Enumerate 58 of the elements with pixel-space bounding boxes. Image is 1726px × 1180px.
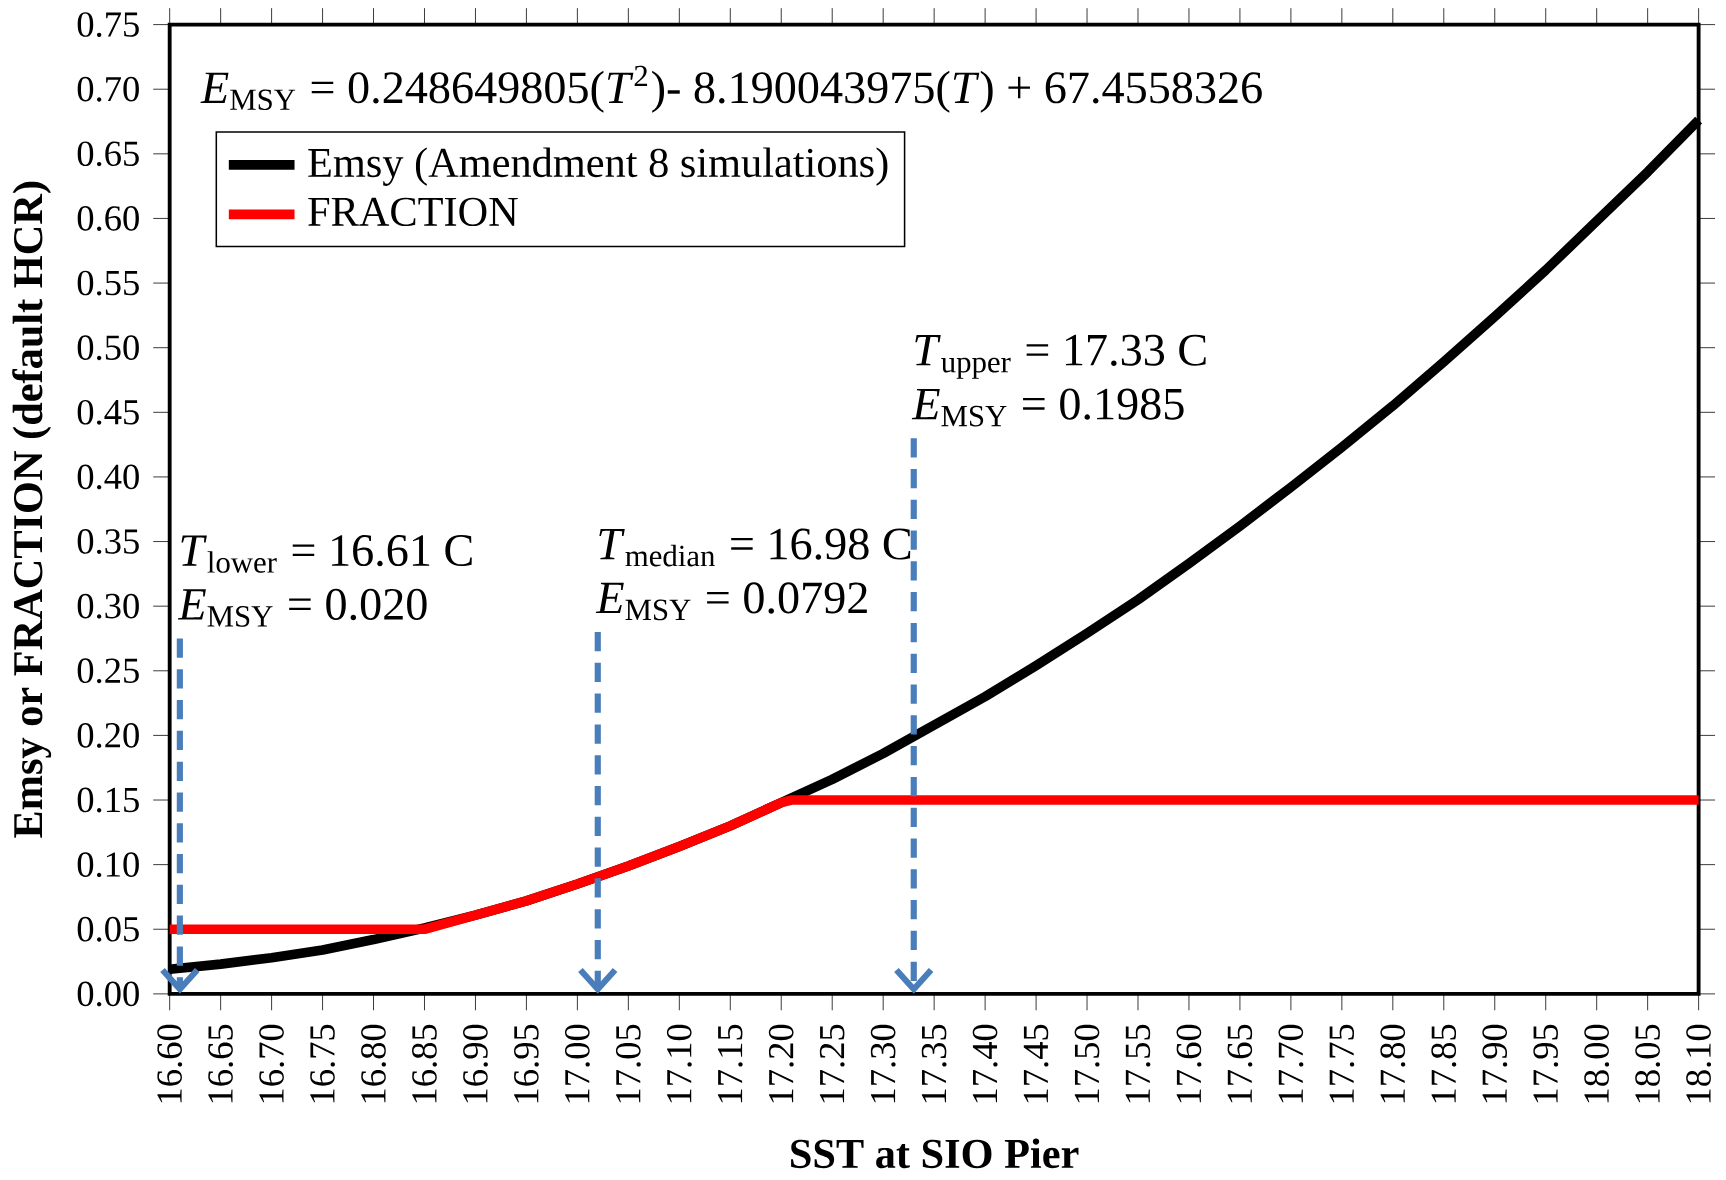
x-tick-label: 17.30 bbox=[870, 1024, 896, 1103]
y-tick-label: 0.65 bbox=[77, 141, 139, 167]
x-tick-label: 17.20 bbox=[768, 1024, 794, 1103]
x-tick-label: 17.50 bbox=[1074, 1024, 1100, 1103]
x-tick-label: 17.25 bbox=[819, 1024, 845, 1103]
annotation: T$_{upper}$ = 17.33 C bbox=[915, 334, 1206, 379]
x-tick-label: 17.10 bbox=[666, 1024, 692, 1103]
y-tick-label: 0.30 bbox=[77, 593, 139, 619]
x-tick-label: 18.10 bbox=[1686, 1024, 1712, 1103]
x-tick-label: 16.90 bbox=[463, 1024, 488, 1103]
x-tick-label: 16.80 bbox=[361, 1024, 386, 1103]
y-tick-label: 0.60 bbox=[77, 205, 139, 231]
x-tick-label: 17.40 bbox=[972, 1024, 998, 1103]
x-tick-label: 16.75 bbox=[310, 1024, 335, 1103]
annotation: T$_{lower}$ = 16.61 C bbox=[181, 534, 472, 573]
annotation: E$_{MSY}$ = 0.020 bbox=[177, 588, 427, 627]
legend-label: Emsy (Amendment 8 simulations) bbox=[308, 147, 888, 186]
x-tick-label: 17.00 bbox=[564, 1024, 590, 1103]
x-tick-label: 17.90 bbox=[1482, 1024, 1508, 1103]
y-tick-label: 0.10 bbox=[77, 852, 139, 877]
x-tick-label: 16.95 bbox=[514, 1024, 539, 1103]
x-tick-label: 17.95 bbox=[1533, 1024, 1559, 1103]
y-tick-label: 0.55 bbox=[77, 270, 139, 296]
y-tick-label: 0.75 bbox=[77, 12, 139, 37]
x-tick-label: 16.60 bbox=[157, 1024, 183, 1103]
annotation: E$_{MSY}$ = 0.0792 bbox=[595, 582, 867, 621]
x-tick-label: 16.70 bbox=[259, 1024, 285, 1103]
x-tick-label: 17.65 bbox=[1227, 1024, 1253, 1103]
x-tick-label: 17.45 bbox=[1023, 1024, 1049, 1103]
y-tick-label: 0.25 bbox=[77, 658, 139, 684]
x-tick-label: 18.00 bbox=[1584, 1024, 1610, 1103]
y-tick-label: 0.45 bbox=[77, 399, 139, 425]
x-tick-label: 17.85 bbox=[1431, 1024, 1457, 1103]
x-axis-title: SST at SIO Pier bbox=[791, 1138, 1079, 1169]
x-tick-label: 17.05 bbox=[615, 1024, 641, 1103]
y-tick-label: 0.35 bbox=[77, 528, 139, 554]
x-tick-label: 17.70 bbox=[1278, 1024, 1304, 1103]
x-tick-label: 17.55 bbox=[1125, 1024, 1151, 1103]
x-tick-label: 17.60 bbox=[1176, 1024, 1202, 1103]
y-tick-label: 0.05 bbox=[77, 916, 139, 942]
y-axis-title: Emsy or FRACTION (default HCR) bbox=[12, 181, 52, 838]
legend-label: FRACTION bbox=[308, 197, 518, 226]
y-tick-label: 0.50 bbox=[77, 335, 139, 360]
y-tick-label: 0.20 bbox=[77, 722, 139, 748]
annotation: E$_{MSY}$ = 0.248649805(T$^{2}$)- 8.190043975(T) + 67.4558326 bbox=[200, 65, 1262, 113]
x-tick-label: 17.80 bbox=[1380, 1024, 1406, 1103]
y-tick-label: 0.70 bbox=[77, 76, 139, 102]
x-tick-label: 17.75 bbox=[1329, 1024, 1355, 1103]
annotation: T$_{median}$ = 16.98 C bbox=[599, 528, 911, 567]
x-tick-label: 18.05 bbox=[1635, 1024, 1661, 1103]
x-tick-label: 17.15 bbox=[717, 1024, 743, 1103]
y-tick-label: 0.40 bbox=[77, 464, 139, 490]
x-tick-label: 17.35 bbox=[921, 1024, 947, 1103]
x-tick-label: 16.65 bbox=[208, 1024, 234, 1103]
y-tick-label: 0.15 bbox=[77, 787, 139, 813]
x-tick-label: 16.85 bbox=[412, 1024, 437, 1103]
annotation: E$_{MSY}$ = 0.1985 bbox=[911, 388, 1184, 427]
y-tick-label: 0.00 bbox=[77, 981, 139, 1007]
